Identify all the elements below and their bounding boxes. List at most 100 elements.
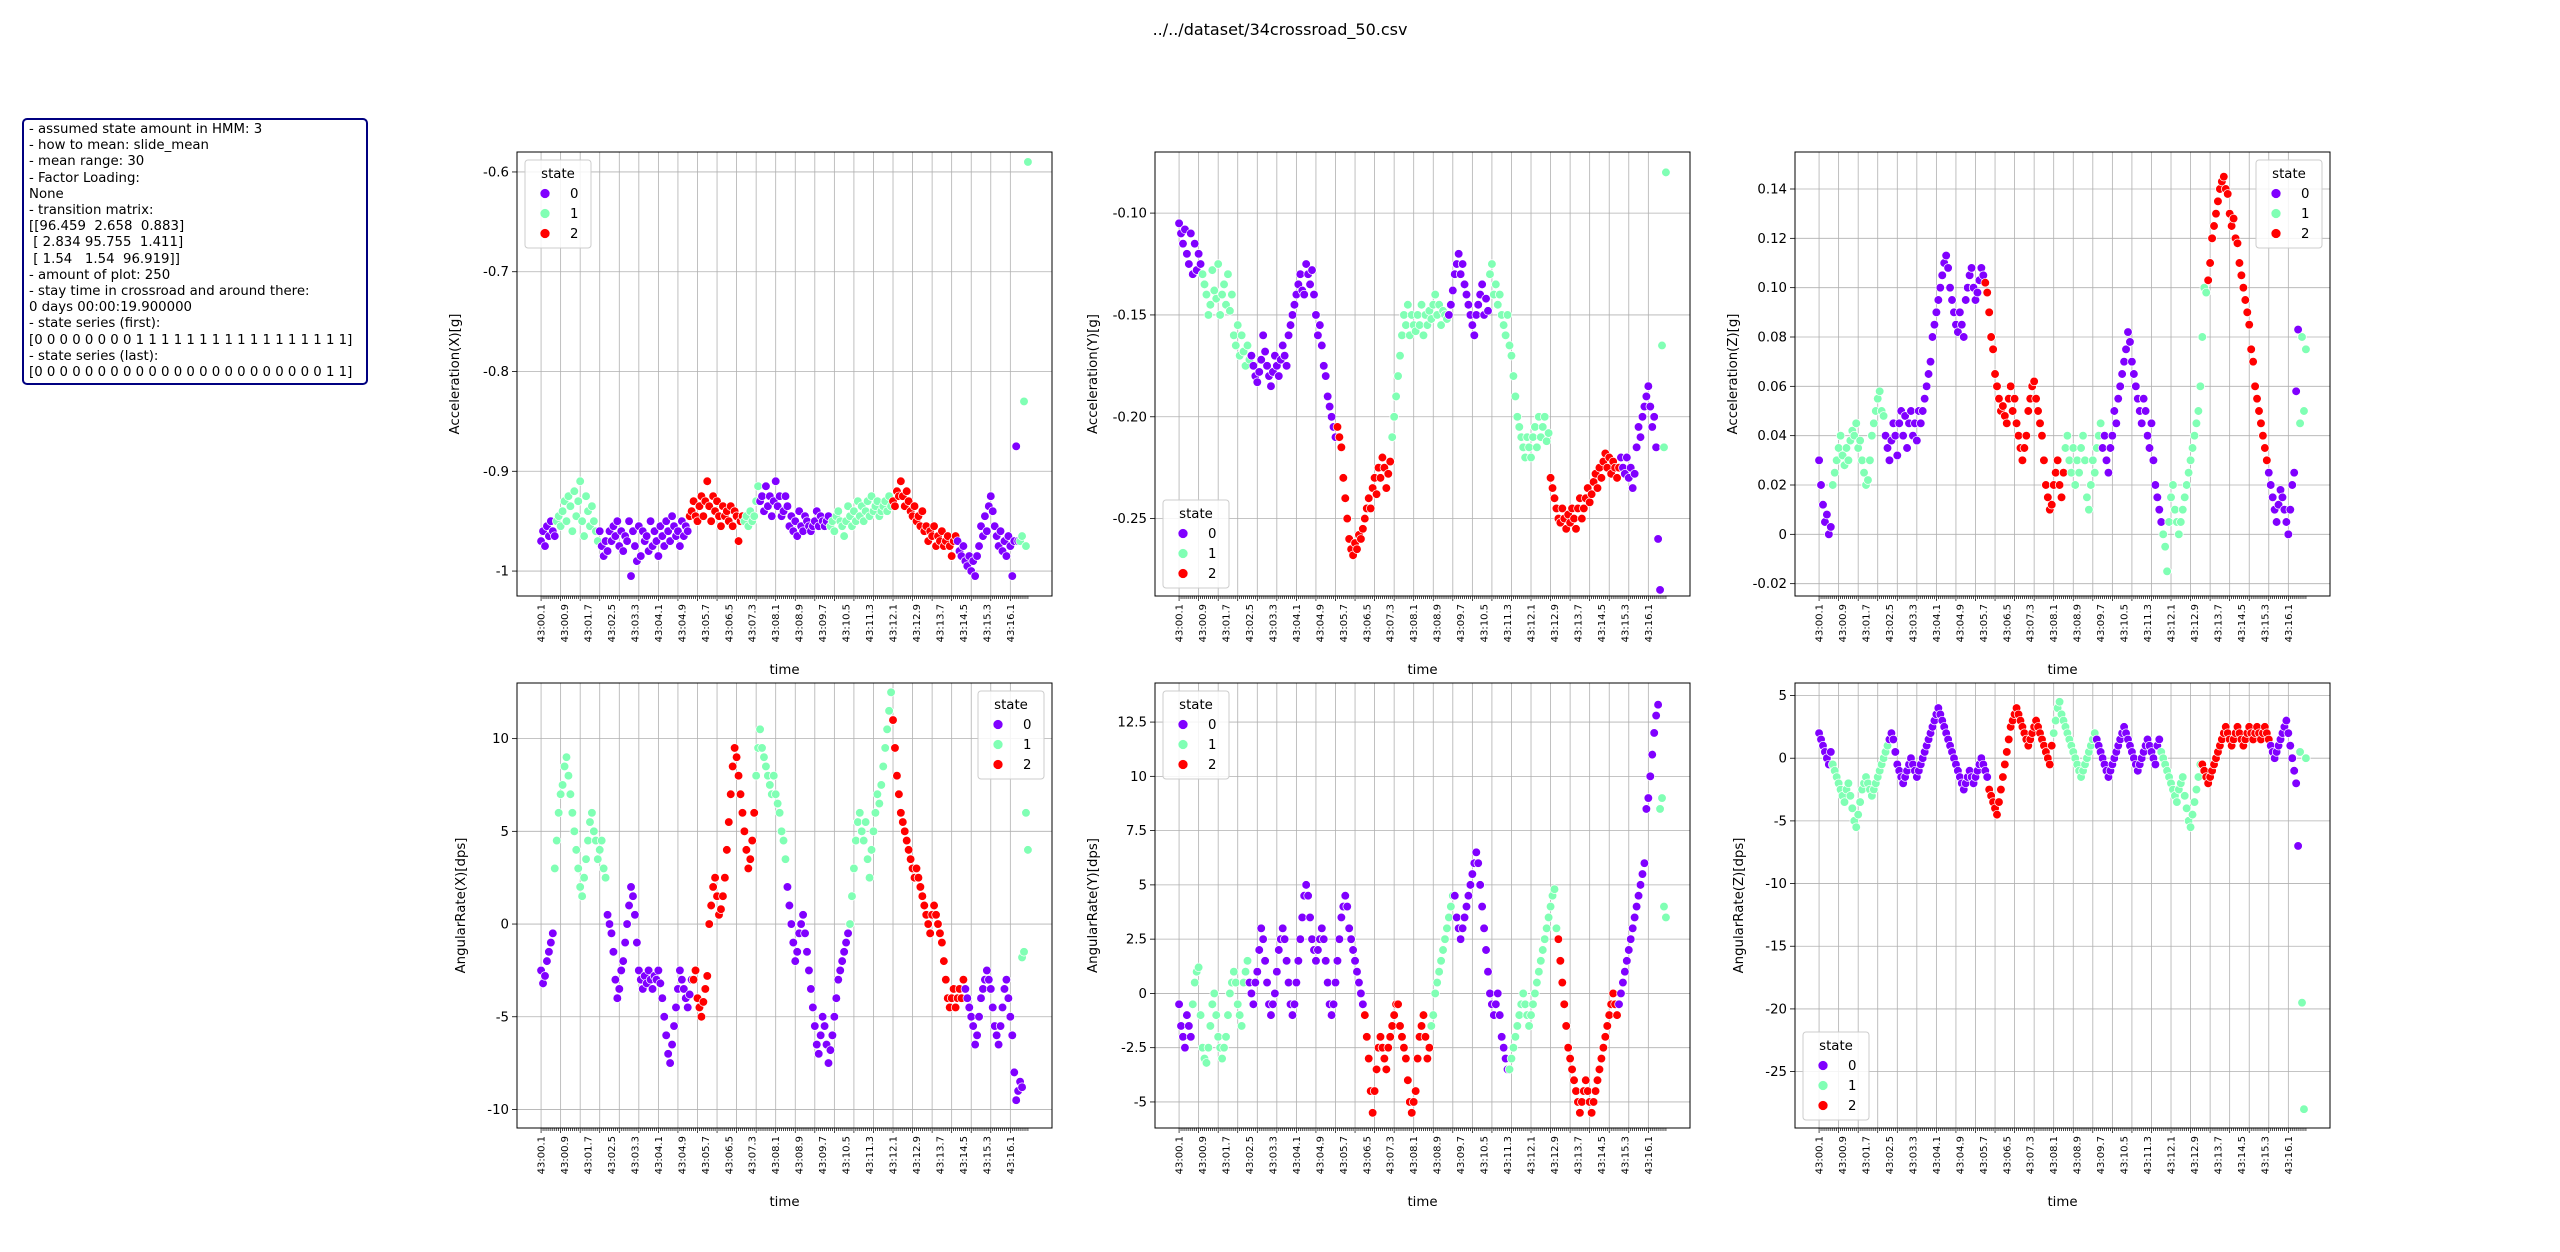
- data-point: [1495, 289, 1505, 300]
- x-tick-label: 43:15.3: [2260, 604, 2271, 642]
- data-point: [1436, 956, 1446, 966]
- data-point: [773, 501, 783, 511]
- data-point: [759, 752, 769, 762]
- data-point: [620, 937, 630, 948]
- data-point: [804, 965, 814, 976]
- data-point: [874, 798, 884, 809]
- data-point: [608, 947, 619, 957]
- data-point: [567, 808, 578, 818]
- legend-marker: [1177, 759, 1189, 770]
- data-point: [1401, 320, 1411, 330]
- data-point: [747, 835, 757, 846]
- data-point: [825, 1045, 836, 1055]
- data-point: [911, 863, 922, 874]
- data-point: [2080, 455, 2090, 465]
- data-point: [2170, 505, 2180, 515]
- x-tick-label: 43:03.3: [630, 1136, 641, 1174]
- data-point: [1594, 1064, 1605, 1075]
- data-point: [1473, 300, 1483, 310]
- data-point: [2297, 997, 2307, 1008]
- data-point: [1577, 513, 1587, 524]
- data-point: [761, 481, 771, 491]
- data-point: [2095, 418, 2106, 428]
- data-point: [2244, 320, 2254, 330]
- data-point: [1450, 891, 1460, 901]
- data-point: [722, 845, 732, 855]
- data-point: [839, 947, 849, 957]
- data-point: [905, 854, 916, 864]
- data-point: [2295, 747, 2305, 757]
- data-point: [2291, 778, 2301, 788]
- data-point: [2154, 505, 2164, 515]
- data-point: [984, 975, 994, 985]
- legend-marker: [992, 739, 1004, 750]
- data-point: [964, 1002, 974, 1013]
- data-point: [649, 526, 660, 536]
- data-point: [1019, 947, 1029, 957]
- x-tick-label: 43:11.3: [2143, 1136, 2154, 1174]
- data-point: [2031, 394, 2041, 404]
- data-point: [595, 845, 605, 855]
- x-tick-label: 43:05.7: [1979, 604, 1990, 642]
- data-point: [2111, 418, 2121, 428]
- data-point: [1428, 1010, 1438, 1020]
- data-point: [2156, 517, 2166, 527]
- data-point: [1401, 1053, 1411, 1064]
- data-point: [1982, 772, 1992, 782]
- data-point: [2172, 797, 2182, 807]
- data-point: [1622, 956, 1632, 966]
- data-point: [1381, 483, 1391, 493]
- y-axis-label: Acceleration(X)[g]: [448, 314, 463, 435]
- data-point: [880, 743, 890, 753]
- data-point: [1426, 1021, 1436, 1031]
- data-point: [2185, 455, 2196, 465]
- x-tick-label: 43:03.3: [1908, 1136, 1919, 1174]
- x-tick-label: 43:08.9: [795, 604, 806, 642]
- legend-marker: [539, 188, 551, 199]
- legend: state 0 1 2: [1162, 499, 1230, 589]
- data-point: [796, 919, 806, 929]
- data-point: [1023, 157, 1033, 167]
- x-tick-label: 43:00.1: [1815, 1136, 1826, 1174]
- data-point: [1330, 977, 1341, 988]
- data-point: [1291, 977, 1302, 988]
- data-point: [606, 928, 617, 938]
- data-point: [661, 1030, 671, 1040]
- x-tick-label: 43:08.1: [771, 604, 782, 642]
- data-point: [970, 1039, 980, 1050]
- data-point: [1334, 432, 1345, 442]
- data-point: [1190, 239, 1200, 249]
- data-point: [575, 882, 585, 892]
- data-point: [1299, 289, 1309, 300]
- data-point: [1186, 228, 1196, 239]
- data-point: [1641, 391, 1652, 402]
- data-point: [1446, 300, 1456, 310]
- data-point: [679, 984, 689, 994]
- legend-label: 1: [1023, 738, 1031, 753]
- data-point: [2056, 492, 2067, 502]
- data-point: [1203, 1043, 1214, 1053]
- data-point: [1001, 975, 1012, 985]
- data-point: [1242, 340, 1253, 351]
- data-point: [917, 891, 927, 901]
- axes-frame: [1794, 151, 2331, 597]
- data-point: [1481, 293, 1491, 304]
- data-point: [1661, 167, 1671, 178]
- data-point: [2195, 381, 2205, 391]
- data-point: [2019, 443, 2030, 453]
- data-point: [2299, 406, 2309, 416]
- data-point: [1385, 456, 1395, 467]
- data-point: [1430, 988, 1440, 999]
- data-point: [1528, 432, 1538, 442]
- x-tick-label: 43:01.7: [1862, 604, 1873, 642]
- data-point: [1635, 880, 1646, 890]
- data-point: [1540, 934, 1550, 944]
- data-point: [1651, 442, 1661, 452]
- data-point: [1258, 330, 1268, 340]
- x-tick-label: 43:04.1: [1932, 1136, 1943, 1174]
- data-point: [653, 965, 664, 976]
- data-point: [1280, 351, 1290, 361]
- data-point: [1436, 320, 1446, 330]
- data-point: [636, 551, 646, 561]
- legend: state 0 1 2: [1802, 1031, 1870, 1121]
